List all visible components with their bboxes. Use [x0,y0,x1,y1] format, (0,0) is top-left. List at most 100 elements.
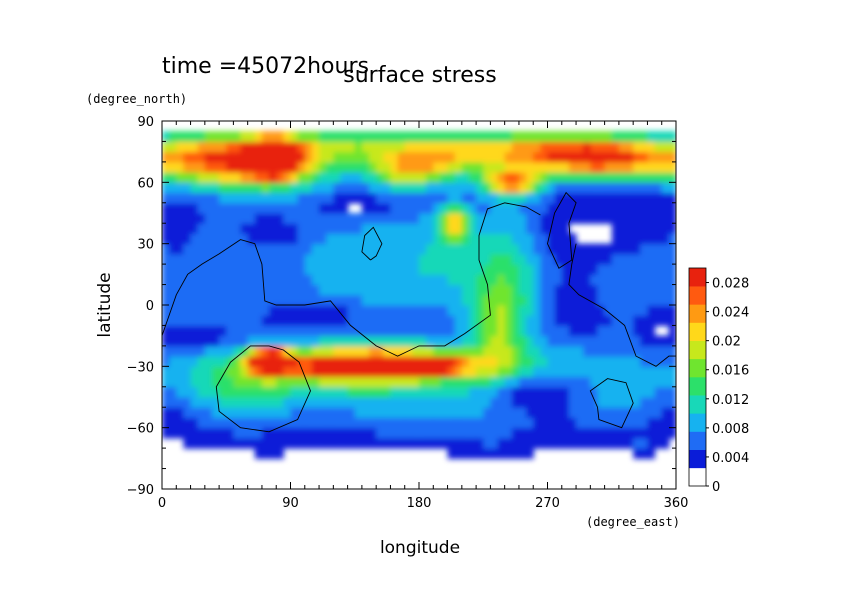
heatmap-cell [319,356,327,367]
heatmap-cell [640,161,648,173]
heatmap-cell [497,417,506,429]
heatmap-cell [212,161,220,173]
heatmap-cell [490,305,499,316]
heatmap-cell [540,182,549,194]
heatmap-cell [647,213,656,224]
heatmap-cell [247,223,256,234]
heatmap-cell [297,407,306,418]
heatmap-cell [469,172,477,183]
heatmap-cell [283,243,292,255]
heatmap-cell [568,366,577,378]
heatmap-cell [411,407,420,418]
heatmap-cell [604,172,613,183]
heatmap-cell [511,264,520,275]
heatmap-cell [240,284,249,296]
heatmap-cell [533,386,541,398]
heatmap-cell [340,243,349,255]
heatmap-cell [340,202,349,214]
heatmap-cell [554,437,563,449]
heatmap-cell [526,223,534,234]
heatmap-cell [169,213,177,224]
heatmap-cell [568,386,577,398]
heatmap-cell [611,243,620,255]
heatmap-cell [219,202,227,214]
heatmap-cell [426,335,434,347]
heatmap-cell [647,448,656,459]
heatmap-cell [568,172,577,183]
heatmap-cell [233,335,242,347]
heatmap-cell [640,192,648,204]
colorbar-frame [688,267,707,487]
heatmap-cell [390,264,399,275]
heatmap-cell [162,253,170,265]
heatmap-cell [590,366,598,378]
y-tick-label: 90 [137,115,154,130]
y-tick-label: 0 [146,299,154,314]
heatmap-cell [497,437,506,449]
heatmap-cell [490,345,499,357]
heatmap-cell [647,253,656,265]
heatmap-cell [583,243,591,255]
heatmap-cell [376,356,384,367]
heatmap-cell [568,356,577,367]
heatmap-cell [490,131,499,142]
heatmap-cell [347,315,356,326]
heatmap-cell [404,437,413,449]
heatmap-cell [626,417,634,429]
heatmap-cell [511,161,520,173]
heatmap-cell [369,356,377,367]
heatmap-cell [197,284,206,296]
heatmap-cell [247,397,256,408]
heatmap-cell [583,397,591,408]
heatmap-cell [668,417,676,429]
heatmap-cell [668,305,676,316]
heatmap-cell [668,233,676,245]
heatmap-cell [490,315,499,326]
heatmap-cell [668,182,676,194]
heatmap-cell [404,131,413,142]
heatmap-cell [254,223,263,234]
heatmap-cell [297,335,306,347]
heatmap-cell [433,182,441,194]
heatmap-cell [647,407,656,418]
heatmap-cell [454,325,463,337]
heatmap-cell [326,192,334,204]
heatmap-cell [319,192,327,204]
heatmap-cell [254,335,263,347]
heatmap-cell [369,274,377,286]
heatmap-cell [247,243,256,255]
heatmap-cell [169,397,177,408]
heatmap-cell [340,386,349,398]
heatmap-cell [197,294,206,306]
heatmap-cell [511,131,520,142]
heatmap-cell [240,386,249,398]
heatmap-cell [233,325,242,337]
heatmap-cell [526,315,534,326]
heatmap-cell [390,305,399,316]
heatmap-cell [469,325,477,337]
heatmap-cell [518,448,527,459]
heatmap-cell [290,202,299,214]
heatmap-cell [483,284,491,296]
heatmap-cell [454,264,463,275]
heatmap-cell [197,161,206,173]
heatmap-cell [240,335,249,347]
heatmap-cell [354,192,363,204]
heatmap-cell [611,161,620,173]
heatmap-cell [204,407,213,418]
heatmap-cell [176,427,184,439]
heatmap-cell [626,223,634,234]
colorbar-tick-label: 0.008 [712,422,749,437]
heatmap-cell [461,366,470,378]
heatmap-cell [183,274,192,286]
heatmap-cell [376,305,384,316]
heatmap-cell [668,366,676,378]
heatmap-cell [340,223,349,234]
heatmap-cell [583,366,591,378]
heatmap-cell [411,264,420,275]
heatmap-cell [533,397,541,408]
heatmap-cell [476,366,484,378]
heatmap-cell [219,345,227,357]
heatmap-cell [369,437,377,449]
heatmap-cell [219,213,227,224]
